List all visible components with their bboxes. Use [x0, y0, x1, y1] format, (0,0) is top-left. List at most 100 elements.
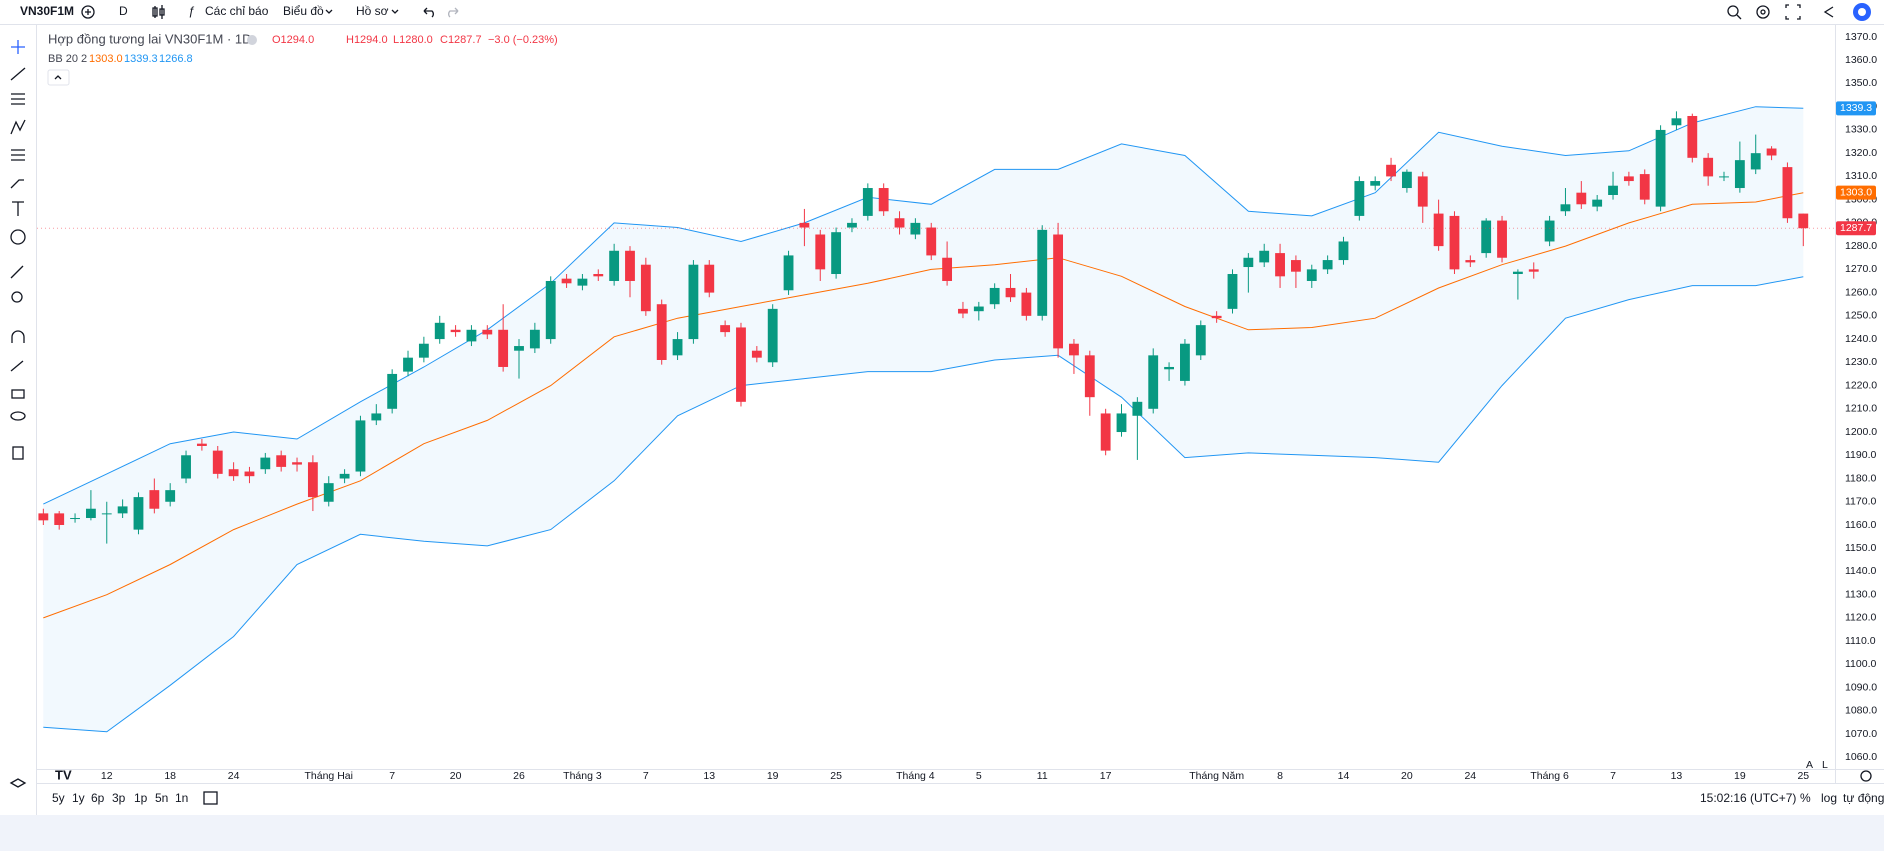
candle-body	[70, 518, 80, 520]
candle-body	[625, 250, 635, 281]
y-tick-label: 1330.0	[1845, 124, 1877, 136]
trend-line-tool[interactable]	[10, 67, 26, 81]
candle-body	[736, 327, 746, 402]
range-5y[interactable]: 5y	[52, 791, 65, 805]
settings-icon[interactable]	[1756, 5, 1770, 19]
fib-tool[interactable]	[11, 93, 25, 105]
candle-body	[799, 222, 810, 228]
share-icon[interactable]	[1823, 6, 1834, 18]
candle-body	[1544, 220, 1555, 242]
y-tick-label: 1360.0	[1845, 54, 1877, 66]
drawing-lock[interactable]	[10, 360, 24, 372]
percent-toggle[interactable]: %	[1800, 791, 1811, 805]
date-range-icon[interactable]	[203, 791, 218, 805]
candle-body	[1338, 241, 1349, 261]
candle-body	[767, 308, 778, 363]
magnet-tool[interactable]	[11, 330, 25, 343]
range-1n[interactable]: 1n	[175, 791, 188, 805]
candle-body	[1623, 176, 1634, 182]
range-3p[interactable]: 3p	[112, 791, 126, 805]
candle-body	[228, 469, 239, 477]
search-icon[interactable]	[1727, 5, 1739, 17]
symbol[interactable]: VN30F1M	[20, 4, 74, 18]
y-tick-label: 1200.0	[1845, 426, 1877, 438]
compare-plus	[85, 9, 91, 15]
candle-body	[688, 264, 699, 340]
legend-toggle[interactable]	[247, 35, 257, 45]
candle-body	[498, 329, 509, 367]
profile-menu[interactable]: Hồ sơ	[356, 4, 389, 18]
y-tick-label: 1260.0	[1845, 286, 1877, 298]
emoji-tool[interactable]	[10, 229, 26, 245]
bb-name: BB 20 2	[48, 53, 87, 65]
candle-body	[1782, 167, 1793, 219]
compare-icon[interactable]	[81, 5, 95, 19]
candle-body	[910, 222, 921, 235]
legend-collapse[interactable]	[47, 69, 70, 86]
interval[interactable]: D	[119, 4, 128, 18]
chevron	[391, 9, 399, 14]
candle-body	[101, 513, 112, 515]
layers-tool[interactable]	[9, 778, 27, 788]
candle-body	[1449, 215, 1460, 270]
candle-body	[561, 278, 572, 284]
axis-settings[interactable]	[1860, 770, 1872, 782]
candle-body	[260, 457, 271, 470]
ruler-tool[interactable]	[10, 265, 24, 279]
axis-a[interactable]: A	[1806, 759, 1813, 771]
candle-body	[577, 278, 588, 286]
x-tick-label: 12	[101, 770, 113, 782]
text-tool[interactable]	[12, 201, 24, 216]
undo[interactable]	[423, 7, 434, 18]
fullscreen-icon[interactable]	[1785, 4, 1801, 20]
x-tick-label: 25	[830, 770, 842, 782]
axis-l[interactable]: L	[1822, 759, 1828, 771]
chart-menu[interactable]: Biểu đồ	[283, 4, 324, 18]
page-footer	[0, 815, 1884, 851]
candle-body	[1592, 199, 1603, 207]
hide-tool[interactable]	[10, 411, 26, 421]
candle-body	[720, 325, 731, 333]
legend: Hợp đồng tương lai VN30F1M · 1D O1294.0 …	[47, 31, 558, 86]
crosshair-tool[interactable]	[11, 40, 25, 54]
candle-body	[1259, 250, 1270, 263]
y-tick-label: 1250.0	[1845, 310, 1877, 322]
redo[interactable]	[448, 7, 459, 18]
candle-body	[1608, 185, 1618, 195]
candle-body	[1211, 315, 1222, 319]
range-6p[interactable]: 6p	[91, 791, 105, 805]
candle-body	[1576, 192, 1587, 205]
log-toggle[interactable]: log	[1821, 791, 1837, 805]
x-tick-label: 13	[703, 770, 715, 782]
y-tick-label: 1090.0	[1845, 681, 1877, 693]
range-1p[interactable]: 1p	[134, 791, 148, 805]
candle-body	[1655, 129, 1666, 207]
plot	[37, 106, 1835, 733]
fx-icon[interactable]: ƒ	[188, 4, 195, 18]
bb-middle-value: 1303.0	[89, 53, 123, 65]
indicators[interactable]: Các chỉ báo	[205, 4, 269, 18]
x-tick-label: 19	[767, 770, 779, 782]
candle-body	[1687, 115, 1698, 158]
range-5n[interactable]: 5n	[155, 791, 168, 805]
pattern-tool[interactable]	[10, 119, 26, 135]
auto-toggle[interactable]: tự động	[1843, 791, 1884, 805]
candle-body	[244, 471, 255, 477]
x-tick-label: Tháng Hai	[305, 770, 353, 782]
candle-body	[1671, 118, 1682, 126]
lock-tool[interactable]	[11, 389, 25, 399]
price-tag-label: 1339.3	[1840, 102, 1872, 114]
candle-body	[1306, 269, 1317, 281]
zoom-tool[interactable]	[11, 291, 23, 303]
candle-body	[482, 329, 493, 335]
x-tick-label: 24	[228, 770, 240, 782]
candle-body	[403, 357, 413, 372]
candle-body	[196, 443, 207, 446]
candle-body	[1132, 401, 1143, 416]
range-1y[interactable]: 1y	[72, 791, 85, 805]
candle-body	[1481, 220, 1492, 254]
delete-tool[interactable]	[12, 446, 24, 460]
brush-tool[interactable]	[10, 179, 24, 189]
chart-type-icon[interactable]	[152, 5, 165, 19]
projection-tool[interactable]	[11, 149, 25, 161]
